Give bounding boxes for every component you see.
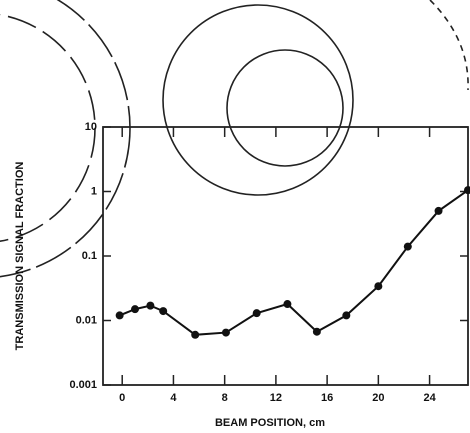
x-tick-label: 24: [423, 392, 436, 404]
data-point: [252, 309, 261, 318]
right-arc: [429, 0, 469, 91]
left-outer-circle: [0, 0, 131, 278]
data-point: [115, 311, 124, 320]
x-tick-label: 0: [119, 392, 125, 404]
data-line: [119, 189, 469, 336]
y-axis-label: TRANSMISSION SIGNAL FRACTION: [14, 162, 26, 351]
data-point: [131, 305, 140, 314]
data-point: [342, 311, 351, 320]
data-point: [434, 206, 443, 215]
data-point: [464, 186, 470, 195]
x-tick-label: 20: [372, 392, 384, 404]
data-point: [191, 330, 200, 339]
y-tick-label: 1: [91, 185, 97, 197]
data-point: [403, 242, 412, 251]
x-tick-label: 4: [170, 392, 177, 404]
data-point: [146, 301, 155, 310]
data-point: [283, 300, 292, 309]
left-inner-circle: [0, 13, 96, 243]
y-tick-label: 10: [85, 121, 97, 133]
x-tick-label: 12: [270, 392, 282, 404]
x-tick-label: 16: [321, 392, 333, 404]
background-circles: [0, 0, 469, 278]
data-point: [312, 327, 321, 336]
data-point: [159, 307, 168, 316]
x-axis-label: BEAM POSITION, cm: [215, 417, 325, 429]
y-tick-label: 0.01: [76, 314, 97, 326]
outer-circle: [162, 4, 354, 196]
data-point: [374, 282, 383, 291]
data-point: [221, 328, 230, 337]
x-tick-label: 8: [222, 392, 228, 404]
y-tick-label: 0.1: [82, 250, 97, 262]
y-tick-label: 0.001: [69, 379, 97, 391]
inner-circle: [226, 49, 344, 167]
